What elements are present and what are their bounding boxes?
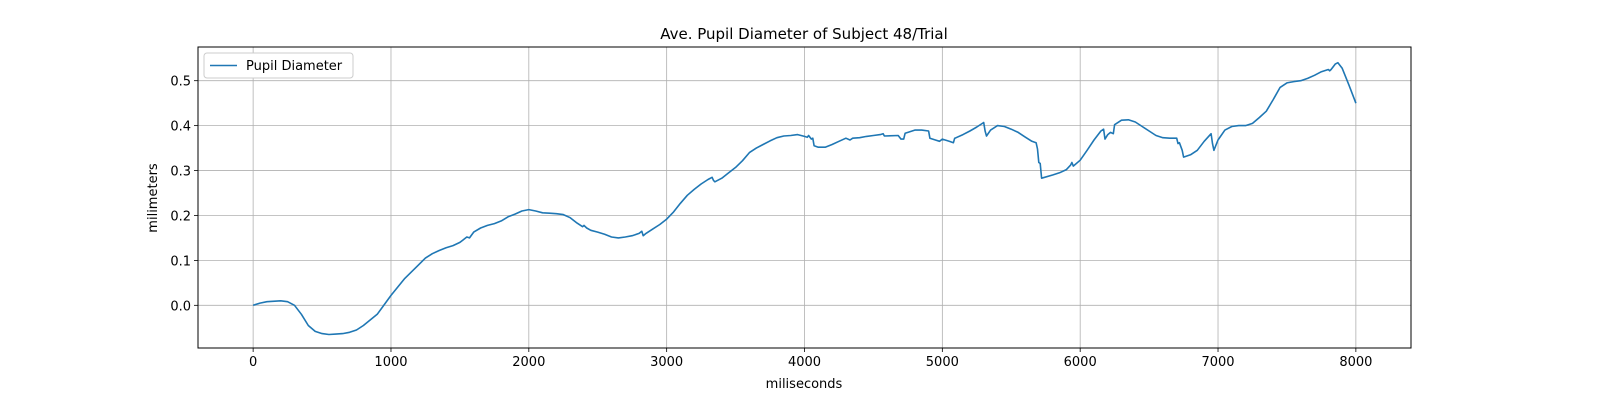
x-tick-label: 0 xyxy=(249,355,257,370)
series-line-pupil-diameter xyxy=(252,61,1357,336)
legend: Pupil Diameter xyxy=(203,52,354,79)
y-tick-label: 0.2 xyxy=(170,209,191,224)
x-tick-label: 7000 xyxy=(1201,355,1234,370)
x-tick-label: 4000 xyxy=(788,355,821,370)
x-tick-label: 6000 xyxy=(1064,355,1097,370)
legend-box xyxy=(203,52,354,79)
x-tick-label: 3000 xyxy=(650,355,683,370)
series-layer xyxy=(252,61,1357,336)
y-axis-label: milimeters xyxy=(146,163,161,233)
grid xyxy=(198,47,1411,348)
x-tick-label: 1000 xyxy=(374,355,407,370)
y-tick-label: 0.0 xyxy=(170,299,191,314)
legend-label: Pupil Diameter xyxy=(246,59,343,74)
x-tick-label: 8000 xyxy=(1339,355,1372,370)
chart-title: Ave. Pupil Diameter of Subject 48/Trial xyxy=(660,25,948,43)
x-tick-label: 2000 xyxy=(512,355,545,370)
y-tick-label: 0.4 xyxy=(170,120,191,135)
ticks: 0 1000 2000 3000 4000 5000 6000 7000 8000 0.0 0.1 0… xyxy=(170,75,1372,370)
y-tick-label: 0.5 xyxy=(170,75,191,90)
y-tick-label: 0.3 xyxy=(170,165,191,180)
x-axis-label: miliseconds xyxy=(766,377,843,392)
x-tick-label: 5000 xyxy=(926,355,959,370)
y-tick-label: 0.1 xyxy=(170,254,191,269)
